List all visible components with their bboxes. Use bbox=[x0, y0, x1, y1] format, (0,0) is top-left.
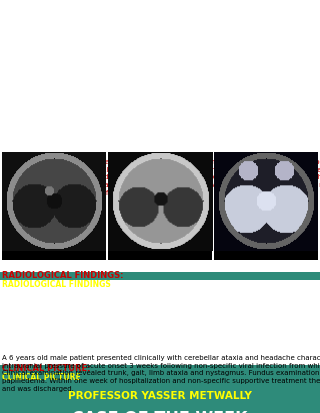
Text: CLINICAL PICTURE: CLINICAL PICTURE bbox=[2, 372, 81, 381]
Text: CASE OF THE WEEK: CASE OF THE WEEK bbox=[72, 410, 248, 413]
Bar bbox=[214, 161, 318, 260]
Bar bbox=[2, 161, 106, 260]
Bar bbox=[0, 272, 320, 280]
Bar bbox=[0, 373, 320, 413]
Text: Figure 1.: Figure 1. bbox=[2, 159, 38, 165]
Text: A,B postcontrast CT scan and C, MRI T2 image showing bilateral more or less symm: A,B postcontrast CT scan and C, MRI T2 i… bbox=[24, 159, 320, 195]
Text: PROFESSOR YASSER METWALLY: PROFESSOR YASSER METWALLY bbox=[68, 390, 252, 400]
Bar bbox=[0, 365, 320, 373]
Bar bbox=[108, 161, 212, 260]
Text: CLINICAL PICTURE:: CLINICAL PICTURE: bbox=[2, 363, 91, 372]
Text: RADIOLOGICAL FINDINGS: RADIOLOGICAL FINDINGS bbox=[2, 279, 111, 288]
Text: A 6 years old male patient presented clinically with cerebellar ataxia and heada: A 6 years old male patient presented cli… bbox=[2, 354, 320, 391]
Text: RADIOLOGICAL FINDINGS:: RADIOLOGICAL FINDINGS: bbox=[2, 271, 124, 279]
